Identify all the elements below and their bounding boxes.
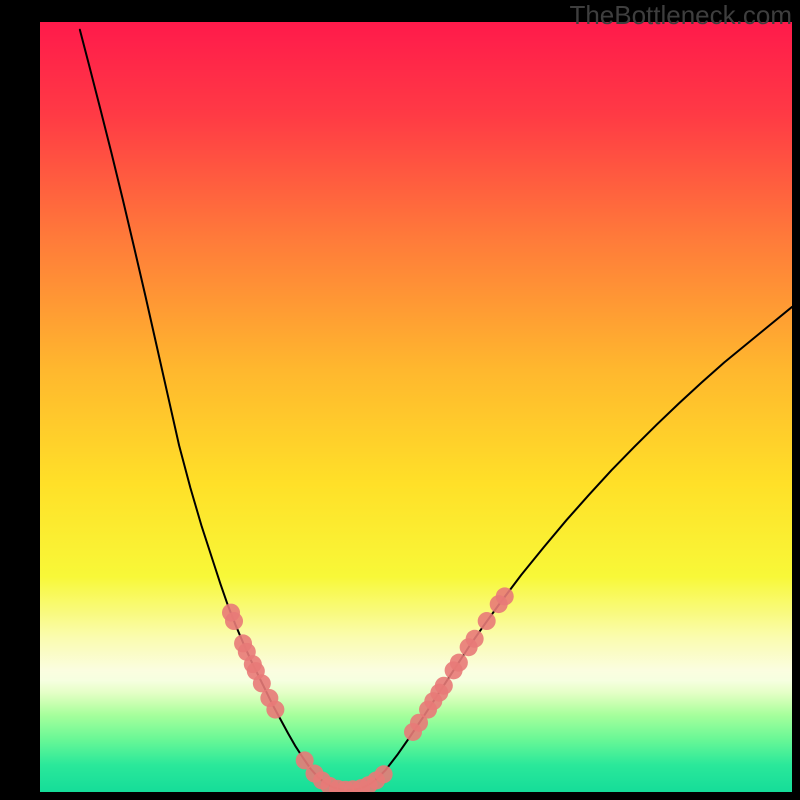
- bottleneck-curve-canvas: [40, 22, 792, 792]
- chart-frame: TheBottleneck.com: [0, 0, 800, 800]
- watermark-label: TheBottleneck.com: [569, 0, 792, 31]
- plot-area: [40, 22, 792, 792]
